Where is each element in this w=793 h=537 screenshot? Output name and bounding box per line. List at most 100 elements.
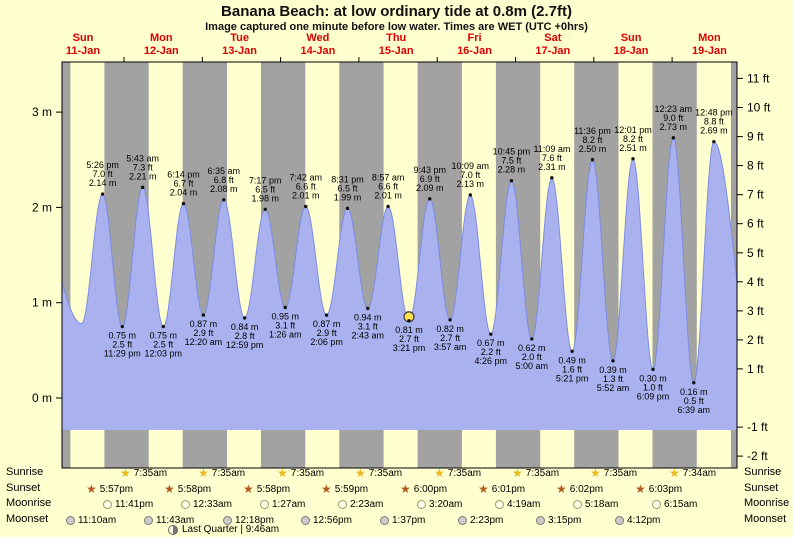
moonset-entry-2: 12:18pm [223, 514, 274, 527]
tide-label-high-time: 10:09 am [452, 161, 490, 171]
sunrise-entry-2: ★ 7:35am [277, 467, 324, 480]
last-quarter-moon-icon [168, 524, 178, 535]
tide-label-high-ft: 9.0 ft [663, 113, 684, 123]
tide-extreme-dot [283, 305, 287, 310]
moonrise-entry-5: 4:19am [495, 498, 540, 511]
sunrise-time-label: 7:35am [133, 468, 168, 479]
tide-label-high-ft: 6.7 ft [173, 179, 194, 189]
tide-label-low-m: 0.94 m [354, 312, 382, 322]
tide-label-low-m: 0.87 m [190, 319, 218, 329]
moonrise-entry-1: 12:33am [181, 498, 232, 511]
tide-label-low-m: 0.67 m [477, 338, 505, 348]
tide-extreme-dot [448, 318, 452, 322]
astro-row-label-sunrise-right: Sunrise [744, 466, 782, 478]
day-label-name: Sun [621, 32, 642, 44]
tide-label-low-time: 12:59 pm [226, 340, 264, 350]
moonrise-time-label: 3:20am [429, 499, 463, 510]
tide-label-low-time: 1:26 am [269, 330, 302, 340]
tide-label-high-m: 2.04 m [170, 188, 198, 198]
sunset-time-label: 6:00pm [413, 484, 448, 495]
tide-label-low-ft: 2.0 ft [522, 352, 543, 362]
sunset-entry-3: ★ 5:59pm [321, 483, 368, 496]
moonset-entry-6: 3:15pm [536, 514, 581, 527]
tide-extreme-dot [509, 179, 514, 183]
tide-label-low-ft: 2.2 ft [481, 347, 502, 357]
moonset-time-label: 3:15pm [548, 515, 582, 526]
sunrise-entry-0: ★ 7:35am [120, 467, 167, 480]
tide-extreme-dot [161, 324, 166, 329]
day-label-date: 17-Jan [535, 45, 570, 57]
moonrise-moon-icon [652, 500, 661, 509]
tide-extreme-dot [242, 316, 247, 320]
tide-label-low-time: 4:26 pm [475, 356, 508, 366]
y-axis-label-right: 9 ft [747, 130, 764, 144]
sunset-star-icon: ★ [243, 482, 254, 496]
moonrise-moon-icon [103, 500, 112, 509]
sunrise-time-label: 7:35am [525, 468, 560, 479]
tide-label-low-m: 0.84 m [231, 322, 259, 332]
tide-label-low-ft: 2.7 ft [440, 333, 461, 343]
tide-label-high-m: 2.31 m [538, 162, 566, 172]
tide-label-low-ft: 1.6 ft [562, 364, 583, 374]
moonrise-time-label: 11:41pm [115, 499, 154, 510]
day-label-date: 16-Jan [457, 45, 492, 57]
sunset-time-label: 5:58pm [256, 484, 291, 495]
moonset-entry-1: 11:43am [144, 514, 194, 527]
tide-label-high-ft: 7.3 ft [133, 162, 154, 172]
tide-label-high-m: 2.08 m [210, 184, 238, 194]
tide-label-high-time: 12:23 am [655, 104, 693, 114]
tide-label-high-ft: 8.2 ft [582, 135, 603, 145]
tide-label-high-time: 6:35 am [208, 166, 241, 176]
tide-label-high-ft: 6.5 ft [255, 184, 276, 194]
astro-row-label-moonrise-left: Moonrise [6, 497, 52, 509]
day-label-name: Mon [698, 32, 721, 44]
moonrise-entry-4: 3:20am [417, 498, 462, 511]
tide-extreme-dot [631, 157, 635, 161]
tide-label-low-m: 0.81 m [395, 325, 423, 335]
moonrise-time-label: 12:33am [193, 499, 232, 510]
day-label-name: Thu [386, 32, 406, 44]
tide-label-low-time: 6:09 pm [637, 391, 670, 401]
page-subtitle: Image captured one minute before low wat… [205, 21, 588, 33]
tide-label-high-m: 1.98 m [251, 193, 279, 203]
tide-label-high-m: 1.99 m [334, 192, 362, 202]
tide-extreme-dot [181, 201, 186, 206]
moonrise-entry-2: 1:27am [260, 498, 305, 511]
astro-row-label-moonrise-right: Moonrise [744, 497, 790, 509]
moonrise-moon-icon [338, 500, 347, 509]
tide-extreme-dot [304, 204, 308, 209]
tide-label-high-m: 2.14 m [89, 178, 117, 188]
day-label-date: 11-Jan [66, 45, 101, 57]
day-label-name: Fri [467, 32, 481, 44]
tide-label-low-time: 5:00 am [516, 361, 549, 371]
sunset-entry-5: ★ 6:01pm [478, 483, 525, 496]
tide-label-high-time: 12:48 pm [695, 108, 733, 118]
tide-label-high-ft: 7.5 ft [501, 156, 522, 166]
moonrise-entry-7: 6:15am [652, 498, 697, 511]
y-axis-label-right: 7 ft [747, 188, 764, 202]
tide-label-high-m: 2.01 m [292, 190, 320, 200]
tide-label-high-m: 2.13 m [457, 179, 485, 189]
moonset-moon-icon [615, 516, 624, 525]
tide-extreme-dot [428, 197, 432, 201]
moonrise-moon-icon [417, 500, 426, 509]
tide-label-high-m: 2.50 m [579, 144, 607, 154]
tide-label-low-m: 0.87 m [313, 319, 341, 329]
moonset-moon-icon [536, 516, 545, 525]
tide-label-high-time: 5:43 am [126, 153, 159, 163]
moonset-entry-5: 2:23pm [458, 514, 503, 527]
tide-label-low-ft: 1.3 ft [603, 374, 624, 384]
tide-label-low-m: 0.75 m [150, 331, 178, 341]
tide-label-high-ft: 6.6 ft [378, 181, 399, 191]
tide-extreme-dot [407, 319, 411, 323]
tide-label-low-ft: 2.5 ft [153, 340, 174, 350]
day-label-name: Sun [73, 32, 94, 44]
moonset-time-label: 1:37pm [392, 515, 426, 526]
tide-label-low-time: 5:52 am [597, 383, 630, 393]
moonrise-moon-icon [181, 500, 190, 509]
moonset-moon-icon [380, 516, 389, 525]
moonrise-moon-icon [260, 500, 269, 509]
astro-row-label-sunset-left: Sunset [6, 482, 41, 494]
moon-phase-label: Last Quarter | 9:46am [182, 524, 280, 535]
